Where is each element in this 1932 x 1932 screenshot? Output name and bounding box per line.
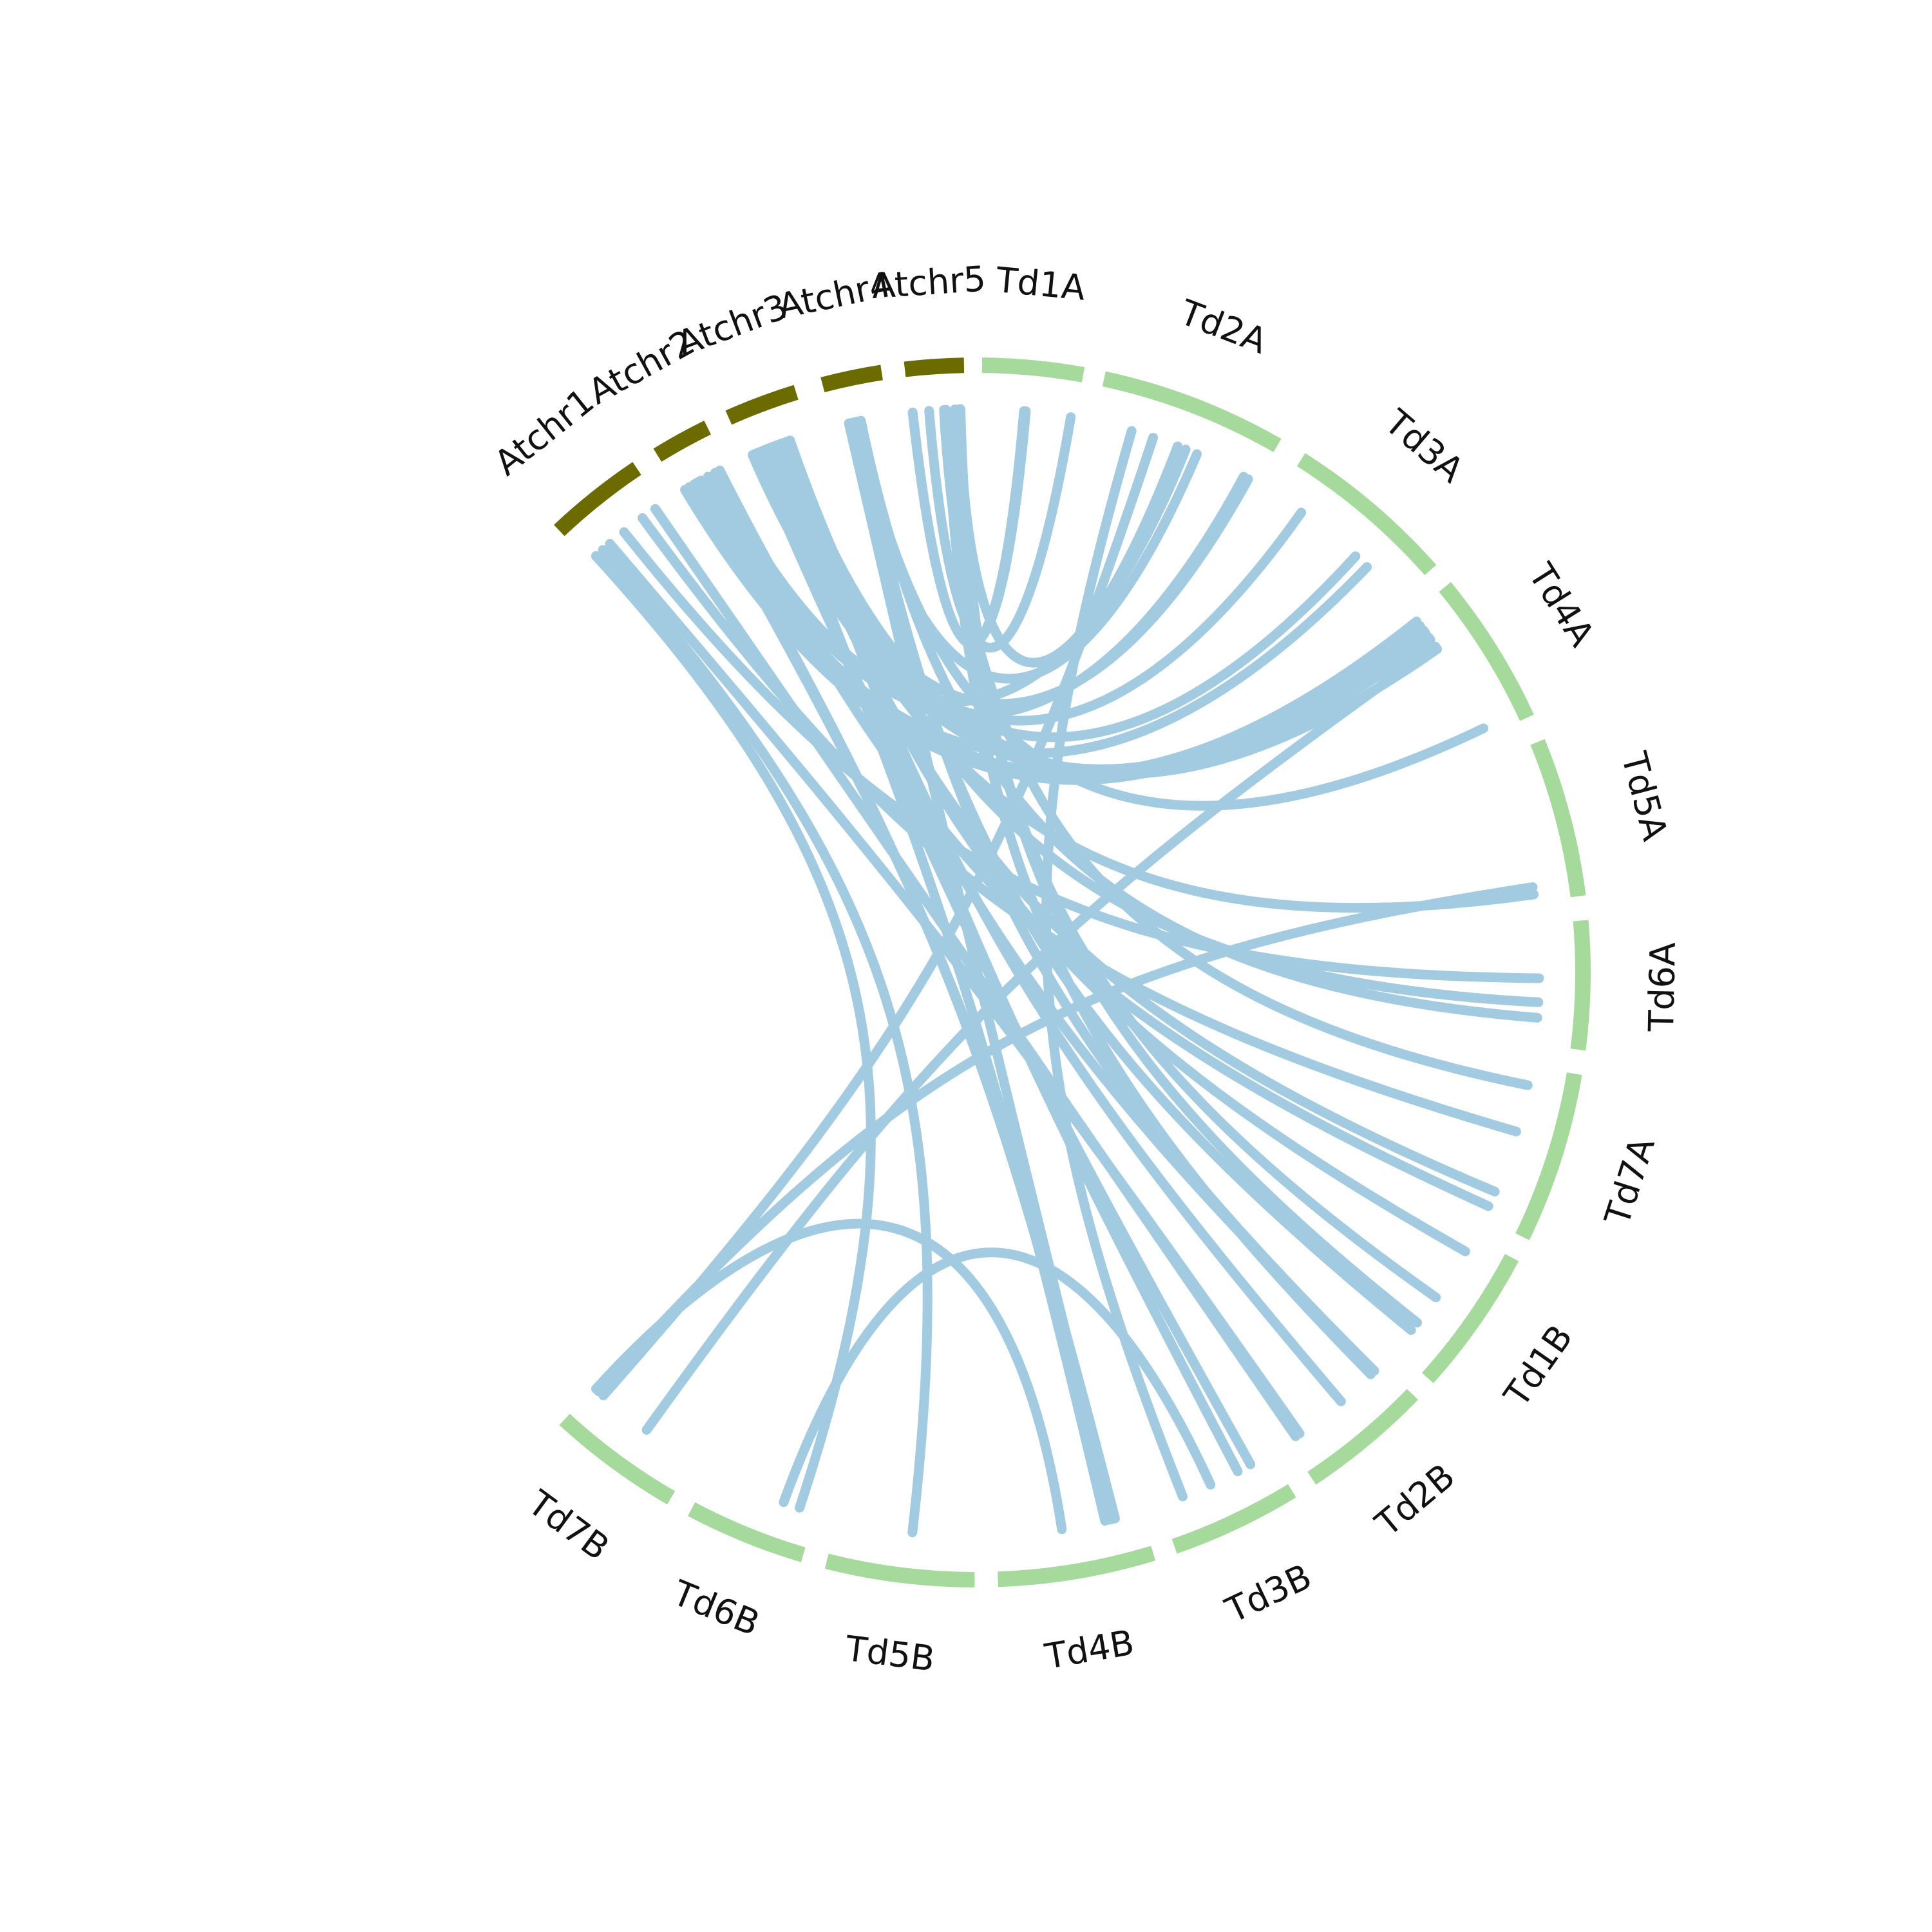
synteny-link-Atchr1-Td6A-42: [619, 527, 1544, 983]
synteny-link-Td7B-Td2A-47: [598, 433, 1159, 1401]
segment-Td6A: [1570, 920, 1591, 1051]
synteny-link-Td3B-Td2A-50: [1041, 426, 1188, 1502]
segment-Td4A: [1439, 582, 1534, 721]
segment-Td7B: [559, 1414, 676, 1505]
segment-label-Td5B: Td5B: [843, 1628, 937, 1680]
segment-Td6B: [688, 1502, 806, 1562]
links-layer: [591, 404, 1544, 1537]
synteny-link-Atchr1-Td5B-40: [598, 545, 933, 1537]
synteny-link-Atchr1-Td2B-44: [650, 504, 1301, 1441]
synteny-link-Td7B-Td4A-45: [641, 641, 1441, 1435]
segment-Atchr4: [820, 365, 884, 393]
segments-layer: [554, 357, 1591, 1587]
segment-Td1B: [1421, 1254, 1519, 1383]
synteny-link-Atchr3-Td3B-27: [779, 437, 1243, 1477]
segment-label-Td2B: Td2B: [1367, 1456, 1463, 1545]
segment-label-Td1B: Td1B: [1496, 1318, 1581, 1415]
segment-label-Td2A: Td2A: [1174, 292, 1273, 362]
segment-Atchr1: [554, 462, 641, 536]
segment-label-Td3B: Td3B: [1219, 1556, 1318, 1631]
synteny-link-Atchr2-Td4A-31: [685, 482, 1430, 785]
synteny-link-Atchr4-Td6A-12: [856, 415, 1542, 1023]
segment-Td3A: [1296, 453, 1437, 576]
segment-Atchr3: [725, 384, 799, 425]
synteny-link-Td4B-Td7B-49: [591, 1218, 1067, 1535]
synteny-link-Atchr2-Td4B-34: [694, 477, 1115, 1525]
synteny-link-Atchr2-Td4A-35: [696, 475, 1422, 779]
synteny-link-Atchr2-Td3A-32: [689, 479, 1372, 759]
segment-Td2B: [1307, 1388, 1418, 1485]
segment-label-Td7B: Td7B: [520, 1482, 617, 1568]
segment-label-Td6A: Td6A: [1641, 942, 1683, 1032]
segment-label-Atchr5: Atchr5: [870, 258, 987, 307]
synteny-link-Atchr3-Td6A-29: [785, 435, 1544, 1007]
segment-label-Td4B: Td4B: [1041, 1622, 1137, 1677]
segment-Td1A: [981, 357, 1085, 383]
synteny-link-Td3B-Td6B-48: [779, 1247, 1216, 1508]
segment-Td2A: [1102, 371, 1282, 453]
segment-Td4B: [998, 1546, 1156, 1587]
segment-label-Td5A: Td5A: [1613, 748, 1675, 845]
segment-label-Atchr3: Atchr3: [672, 286, 793, 364]
synteny-link-Atchr5-Td1A-2: [924, 406, 1076, 653]
segment-Td7A: [1515, 1072, 1582, 1240]
segment-label-Atchr1: Atchr1: [487, 381, 601, 484]
segment-label-Td4A: Td4A: [1520, 556, 1603, 654]
segment-Atchr2: [653, 421, 712, 462]
segment-label-Td7A: Td7A: [1596, 1132, 1662, 1230]
synteny-link-Atchr1-Td6B-39: [591, 551, 876, 1513]
segment-Td5B: [824, 1553, 975, 1587]
segment-Td5A: [1530, 739, 1586, 898]
segment-label-Td3A: Td3A: [1377, 401, 1472, 491]
synteny-link-Atchr1-Td7A-43: [638, 513, 1521, 1137]
segment-label-Td6B: Td6B: [667, 1572, 765, 1643]
segment-Td3B: [1171, 1484, 1296, 1554]
segment-Atchr5: [904, 357, 965, 377]
segment-label-Td1A: Td1A: [994, 260, 1087, 308]
